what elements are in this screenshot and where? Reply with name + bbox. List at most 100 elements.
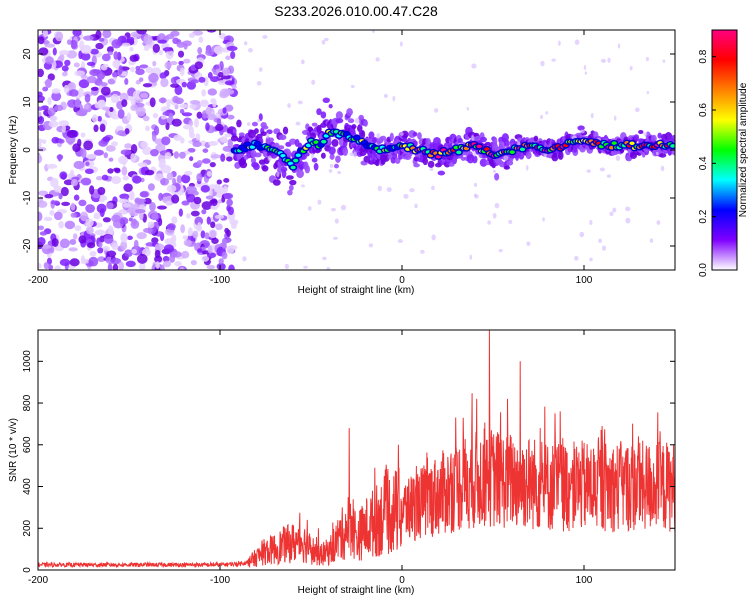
noise-speckle <box>223 192 234 200</box>
noise-speckle <box>231 84 237 90</box>
ridge-halo <box>331 139 339 147</box>
top-x-axis-label: Height of straight line (km) <box>298 285 415 296</box>
noise-speckle <box>136 253 148 264</box>
noise-speckle <box>168 113 174 119</box>
noise-speckle <box>176 175 183 184</box>
noise-speckle <box>117 130 126 137</box>
noise-speckle <box>106 202 114 210</box>
noise-speckle <box>38 106 44 111</box>
noise-speckle <box>152 43 161 53</box>
ridge-core <box>323 134 329 138</box>
ridge-halo <box>248 129 257 139</box>
ridge-halo <box>379 135 387 141</box>
noise-speckle <box>266 132 270 139</box>
noise-speckle <box>136 232 147 240</box>
ridge-core <box>295 153 301 158</box>
noise-speckle <box>120 149 132 156</box>
noise-speckle <box>156 205 168 210</box>
noise-speckle <box>73 194 80 201</box>
noise-speckle <box>86 61 96 66</box>
noise-speckle <box>311 152 314 159</box>
ridge-halo <box>342 147 349 156</box>
noise-speckle <box>158 49 164 56</box>
noise-speckle <box>192 141 202 148</box>
noise-speckle <box>171 234 177 243</box>
noise-speckle <box>178 151 186 159</box>
noise-speckle <box>473 193 478 197</box>
ridge-halo <box>347 118 355 124</box>
noise-speckle <box>179 266 185 270</box>
ridge-halo <box>311 157 318 163</box>
noise-speckle <box>221 240 227 249</box>
noise-speckle <box>179 103 189 109</box>
noise-speckle <box>134 197 141 204</box>
noise-speckle <box>167 223 176 231</box>
noise-speckle <box>368 243 373 248</box>
ridge-halo <box>272 179 281 186</box>
noise-speckle <box>210 221 216 229</box>
noise-speckle <box>328 169 333 173</box>
colorbar-tick-label: 0.8 <box>698 49 709 63</box>
noise-speckle <box>103 152 109 159</box>
noise-speckle <box>159 178 170 186</box>
noise-speckle <box>171 216 178 224</box>
noise-speckle <box>158 97 167 104</box>
noise-speckle <box>51 238 59 247</box>
noise-speckle <box>303 265 308 269</box>
noise-speckle <box>83 35 94 41</box>
noise-speckle <box>119 217 129 225</box>
noise-speckle <box>613 115 617 121</box>
noise-speckle <box>222 107 227 114</box>
noise-speckle <box>189 99 201 105</box>
noise-speckle <box>47 97 52 106</box>
noise-speckle <box>172 177 177 185</box>
noise-speckle <box>297 100 303 105</box>
noise-speckle <box>100 64 108 71</box>
noise-speckle <box>194 61 204 70</box>
noise-speckle <box>106 46 114 53</box>
noise-speckle <box>64 220 76 230</box>
noise-speckle <box>228 264 235 270</box>
noise-speckle <box>210 98 216 104</box>
ridge-halo <box>503 139 510 147</box>
ridge-halo <box>346 108 353 117</box>
noise-speckle <box>38 115 45 125</box>
colorbar-ticks: 0.0 0.2 0.4 0.6 0.8 <box>698 49 716 277</box>
noise-speckle <box>193 196 202 205</box>
noise-speckle <box>181 112 193 117</box>
noise-speckle <box>551 58 556 62</box>
noise-speckle <box>151 213 159 221</box>
noise-speckle <box>118 261 125 270</box>
ridge-halo <box>503 165 511 170</box>
noise-speckle <box>330 207 336 212</box>
noise-speckle <box>386 187 392 192</box>
y-tick-label: 800 <box>22 394 33 411</box>
ridge-halo <box>359 150 367 157</box>
y-tick-label: 10 <box>22 96 33 108</box>
noise-speckle <box>129 54 139 62</box>
ridge-halo <box>533 135 539 142</box>
noise-speckle <box>114 168 121 174</box>
noise-speckle <box>206 30 217 33</box>
noise-speckle <box>200 184 210 193</box>
noise-speckle <box>145 66 153 74</box>
noise-speckle <box>119 92 129 102</box>
noise-speckle <box>39 231 48 236</box>
noise-speckle <box>110 93 120 104</box>
noise-speckle <box>52 47 57 56</box>
noise-speckle <box>655 151 659 156</box>
noise-speckle <box>120 71 129 77</box>
noise-speckle <box>181 81 187 88</box>
noise-speckle <box>93 212 101 220</box>
noise-speckle <box>149 202 156 212</box>
noise-speckle <box>106 250 117 258</box>
noise-speckle <box>617 43 621 49</box>
noise-speckle <box>209 161 216 168</box>
noise-speckle <box>222 145 233 152</box>
noise-speckle <box>189 132 196 139</box>
noise-speckle <box>43 262 50 270</box>
noise-speckle <box>158 158 166 167</box>
ridge-halo <box>389 132 394 142</box>
noise-speckle <box>61 71 68 77</box>
